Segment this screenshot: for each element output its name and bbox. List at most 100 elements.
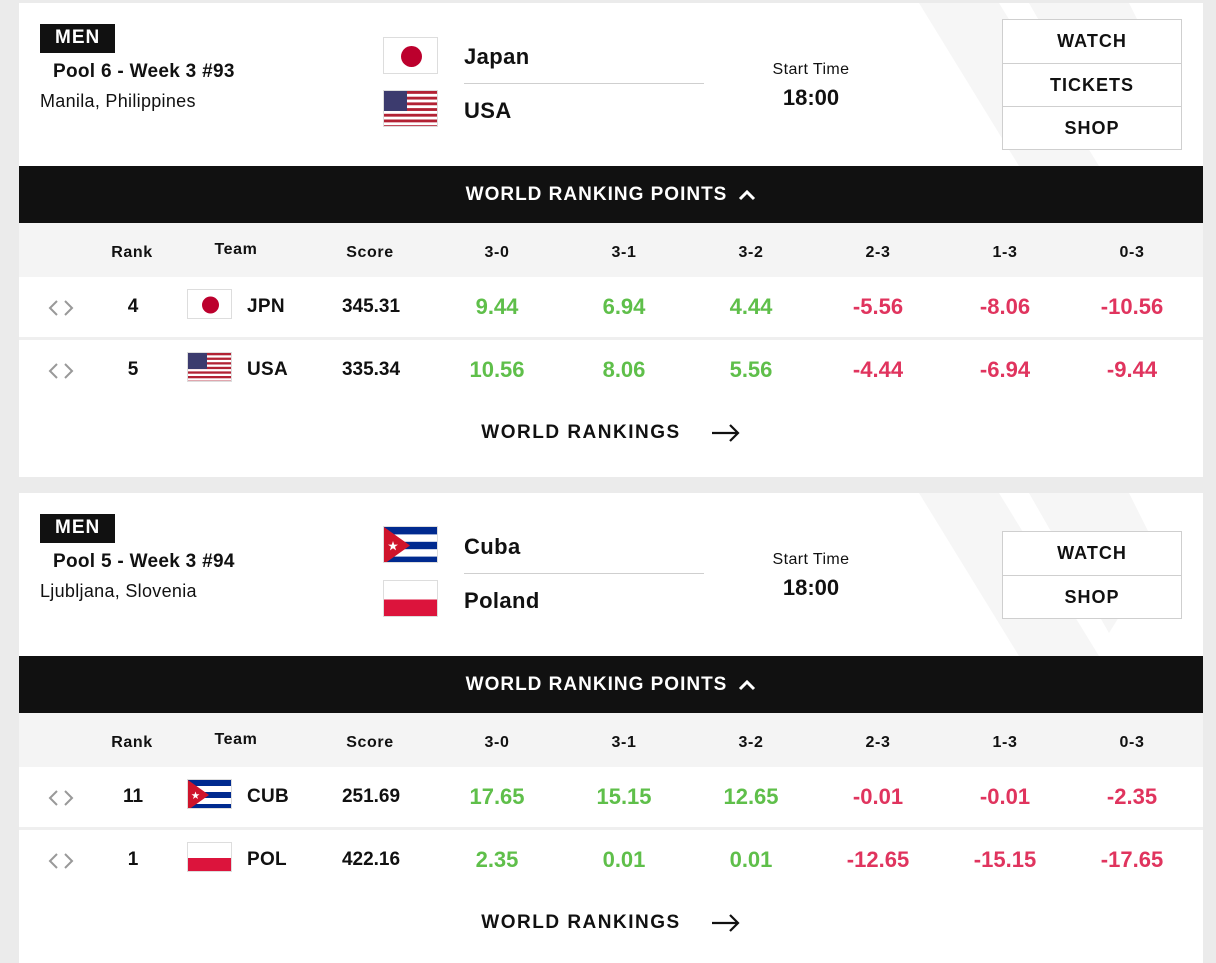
team2-name: Poland [464,588,540,613]
team-rank: 11 [122,786,144,807]
col-3-2: 3-2 [738,244,764,261]
team-score: 422.16 [341,849,401,870]
world-rankings-link[interactable]: WORLD RANKINGS [19,403,1203,463]
points-3-0: 10.56 [469,357,525,382]
match-card-1: MEN Pool 6 - Week 3 #93 Manila, Philippi… [19,3,1203,477]
japan-flag-icon [383,37,438,74]
points-table-header: Rank Team Score 3-0 3-1 3-2 2-3 1-3 0-3 [19,223,1203,277]
action-buttons: WATCH TICKETS SHOP [1002,19,1182,150]
team-code: USA [247,359,289,380]
points-1-3: -15.15 [973,847,1037,872]
col-3-1: 3-1 [611,244,637,261]
points-0-3: -2.35 [1106,784,1158,809]
col-rank: Rank [111,244,153,261]
world-rankings-link[interactable]: WORLD RANKINGS [19,893,1203,953]
action-buttons: WATCH SHOP [1002,531,1182,619]
team-rank: 4 [127,296,139,317]
watch-button[interactable]: WATCH [1057,543,1127,563]
left-right-arrows-icon[interactable] [45,788,77,808]
col-3-1: 3-1 [611,734,637,751]
start-time-label: Start Time [772,551,850,568]
col-0-3: 0-3 [1119,244,1145,261]
left-right-arrows-icon[interactable] [45,298,77,318]
japan-flag-icon [187,289,232,319]
points-2-3: -5.56 [852,294,904,319]
points-2-3: -0.01 [852,784,904,809]
team-score: 345.31 [341,296,401,317]
wrp-label: WORLD RANKING POINTS [465,673,728,695]
points-0-3: -10.56 [1100,294,1164,319]
chevron-up-icon [739,189,756,200]
match-location: Manila, Philippines [40,91,196,111]
world-rankings-label: WORLD RANKINGS [481,422,681,443]
cuba-flag-icon [187,779,232,809]
points-1-3: -6.94 [979,357,1031,382]
team-code: JPN [247,296,285,317]
poland-flag-icon [187,842,232,872]
team-code: CUB [247,786,290,807]
col-1-3: 1-3 [992,734,1018,751]
col-team: Team [214,241,258,258]
col-0-3: 0-3 [1119,734,1145,751]
col-3-0: 3-0 [484,734,510,751]
cuba-flag-icon [383,526,438,563]
team1-name: Japan [464,44,530,69]
points-3-1: 0.01 [602,847,646,872]
watch-button[interactable]: WATCH [1057,31,1127,51]
points-3-1: 6.94 [602,294,646,319]
table-row: 11 CUB 251.69 17.65 15.15 12.65 -0.01 -0… [19,767,1203,830]
team-rank: 1 [127,849,139,870]
points-0-3: -9.44 [1106,357,1158,382]
points-3-1: 15.15 [596,784,652,809]
match-header: MEN Pool 5 - Week 3 #94 Ljubljana, Slove… [19,493,1203,656]
points-1-3: -0.01 [979,784,1031,809]
col-team: Team [214,731,258,748]
usa-flag-icon [187,352,232,382]
start-time: 18:00 [782,575,840,600]
start-time-label: Start Time [772,61,850,78]
gender-badge: MEN [40,24,116,53]
col-1-3: 1-3 [992,244,1018,261]
arrow-right-icon [711,914,740,932]
points-2-3: -12.65 [846,847,910,872]
col-2-3: 2-3 [865,244,891,261]
shop-button[interactable]: SHOP [1003,575,1181,618]
team-rank: 5 [127,359,139,380]
col-score: Score [346,734,394,751]
team-score: 335.34 [341,359,401,380]
points-3-1: 8.06 [602,357,646,382]
match-header: MEN Pool 6 - Week 3 #93 Manila, Philippi… [19,3,1203,166]
points-0-3: -17.65 [1100,847,1164,872]
tickets-button[interactable]: TICKETS [1003,63,1181,106]
table-row: 5 USA 335.34 10.56 8.06 5.56 -4.44 -6.94… [19,340,1203,403]
left-right-arrows-icon[interactable] [45,851,77,871]
start-time: 18:00 [782,85,840,110]
points-3-2: 0.01 [729,847,773,872]
points-3-2: 12.65 [723,784,779,809]
team-score: 251.69 [341,786,401,807]
poland-flag-icon [383,580,438,617]
points-3-0: 17.65 [469,784,525,809]
table-row: 1 POL 422.16 2.35 0.01 0.01 -12.65 -15.1… [19,830,1203,893]
team-separator [464,83,704,84]
col-rank: Rank [111,734,153,751]
world-ranking-points-toggle[interactable]: WORLD RANKING POINTS [19,166,1203,223]
team2-name: USA [464,98,512,123]
left-right-arrows-icon[interactable] [45,361,77,381]
table-row: 4 JPN 345.31 9.44 6.94 4.44 -5.56 -8.06 … [19,277,1203,340]
points-table-header: Rank Team Score 3-0 3-1 3-2 2-3 1-3 0-3 [19,713,1203,767]
chevron-up-icon [739,679,756,690]
wrp-label: WORLD RANKING POINTS [465,183,728,205]
team-separator [464,573,704,574]
col-3-0: 3-0 [484,244,510,261]
team-code: POL [247,849,287,870]
pool-info: Pool 6 - Week 3 #93 [53,61,235,82]
shop-button[interactable]: SHOP [1003,106,1181,149]
points-3-2: 4.44 [729,294,773,319]
col-3-2: 3-2 [738,734,764,751]
world-ranking-points-toggle[interactable]: WORLD RANKING POINTS [19,656,1203,713]
match-card-2: MEN Pool 5 - Week 3 #94 Ljubljana, Slove… [19,493,1203,963]
usa-flag-icon [383,90,438,127]
gender-badge: MEN [40,514,116,543]
points-3-0: 2.35 [475,847,519,872]
